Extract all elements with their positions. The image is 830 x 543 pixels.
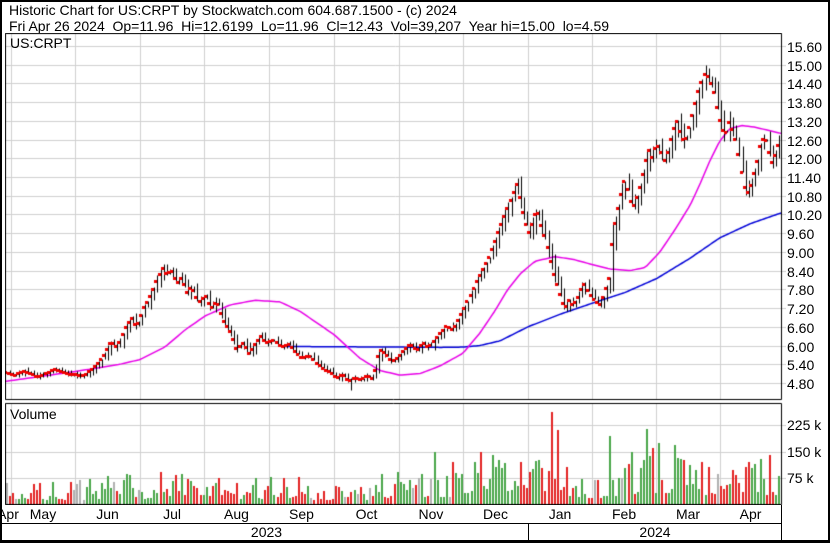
price-tick-label: 4.80 <box>787 375 815 392</box>
volume-tick-label: 225 k <box>787 417 822 434</box>
month-label: Oct <box>355 506 378 522</box>
price-tick-label: 15.60 <box>787 39 823 55</box>
price-tick-label: 8.40 <box>787 263 815 280</box>
year-label: 2024 <box>528 524 781 540</box>
month-label: Apr <box>739 506 762 522</box>
volume-tick-label: 150 k <box>787 443 822 460</box>
price-tick-label: 10.20 <box>787 207 823 224</box>
header-title: Historic Chart for US:CRPT by Stockwatch… <box>9 2 457 18</box>
month-label: Nov <box>418 506 444 522</box>
axis-right-border <box>781 505 782 540</box>
price-tick-label: 14.40 <box>787 76 823 93</box>
price-tick-label: 11.40 <box>787 170 821 187</box>
header-quote-line: Fri Apr 26 2024 Op=11.96 Hi=12.6199 Lo=1… <box>9 18 610 34</box>
month-axis: Apr May Jun Jul Aug Sep Oct Nov Dec Jan Feb Mar Apr <box>2 505 781 523</box>
price-volume-chart-canvas <box>5 33 786 505</box>
volume-tick-label: 75 k <box>787 469 814 486</box>
price-tick-label: 9.60 <box>787 226 815 243</box>
price-tick-label: 13.20 <box>787 113 823 130</box>
price-tick-label: 15.00 <box>787 57 823 74</box>
price-tick-label: 5.40 <box>787 357 815 374</box>
price-tick-label: 6.00 <box>787 338 815 355</box>
price-tick-label: 10.80 <box>787 188 823 205</box>
price-tick-label: 9.00 <box>787 244 815 261</box>
price-tick-label: 12.00 <box>787 151 823 168</box>
price-tick-label: 13.80 <box>787 95 823 112</box>
year-axis: 2023 2024 <box>2 523 781 540</box>
month-label: Sep <box>289 506 314 522</box>
volume-panel-label: Volume <box>10 406 57 422</box>
price-tick-label: 6.60 <box>787 319 815 336</box>
month-label: Dec <box>483 506 508 522</box>
month-label: Mar <box>675 506 701 522</box>
month-label: Jan <box>548 506 572 522</box>
symbol-label: US:CRPT <box>10 35 72 51</box>
month-label: Aug <box>224 506 249 522</box>
month-label: Jul <box>163 506 181 522</box>
price-tick-label: 7.20 <box>787 301 815 318</box>
month-label: Apr <box>2 506 19 522</box>
month-label: Feb <box>611 506 637 522</box>
price-tick-label: 12.60 <box>787 132 823 149</box>
month-label: May <box>29 506 57 522</box>
month-label: Jun <box>96 506 119 522</box>
price-tick-label: 7.80 <box>787 282 815 299</box>
year-label: 2023 <box>250 524 283 540</box>
